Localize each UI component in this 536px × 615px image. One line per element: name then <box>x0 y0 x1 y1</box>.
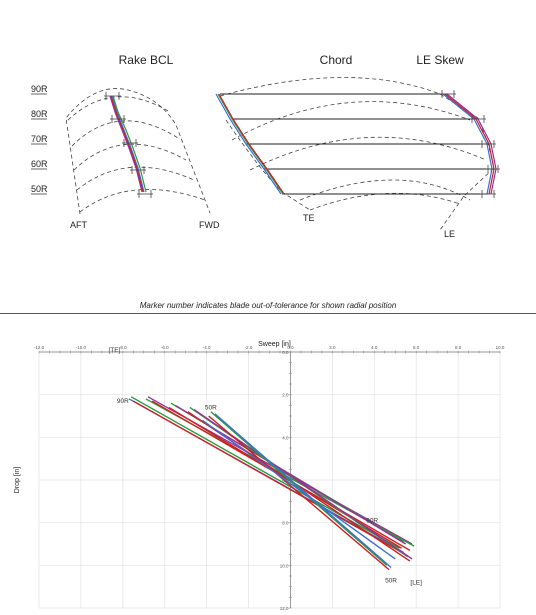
radial-label: 50R <box>31 184 48 194</box>
chart-annotation: 90R <box>366 518 378 525</box>
chart-annotations: [TE] 90R 50R 90R 50R [LE] <box>108 347 422 587</box>
series-line <box>208 415 390 571</box>
rake-curve-green <box>112 95 147 193</box>
y-axis-label: Drop [in] <box>14 467 21 494</box>
rake-curve-blue <box>111 95 145 193</box>
y-tick-label: 12.0 <box>280 606 289 611</box>
te-curve-blue <box>215 93 282 195</box>
fwd-label: FWD <box>199 220 220 230</box>
rake-bcl-curves <box>109 95 147 193</box>
section-divider <box>0 313 536 314</box>
x-tick-label: -10.0 <box>76 345 87 350</box>
radial-label: 60R <box>31 159 48 169</box>
chart-caption: Marker number indicates blade out-of-tol… <box>139 301 397 310</box>
series-line <box>130 396 400 549</box>
chord-inner-arc <box>231 101 471 141</box>
x-tick-label: -6.0 <box>161 345 169 350</box>
rake-outline <box>65 88 211 215</box>
series-line <box>202 419 396 560</box>
chart-axes <box>38 350 501 609</box>
x-tick-label: -2.0 <box>245 345 253 350</box>
chord-inner-arc <box>309 192 461 211</box>
radial-labels: 90R 80R 70R 60R 50R <box>31 84 48 194</box>
x-tick-label: 8.0 <box>455 345 462 350</box>
radial-label: 80R <box>31 109 48 119</box>
rake-arc-70r <box>73 143 187 171</box>
y-tick-label: 2.0 <box>282 393 289 398</box>
te-curve-red <box>218 93 285 195</box>
x-axis-label: Sweep [in] <box>258 341 291 348</box>
le-tolerance-marks <box>440 90 500 198</box>
x-tick-labels: -12.0 -10.0 -8.0 -6.0 -4.0 -2.0 0.0 2.0 4.0 6.0 8.… <box>34 345 505 350</box>
rake-tolerance-marks <box>104 92 153 198</box>
radial-label-underlines <box>31 93 47 195</box>
chord-title: Chord <box>320 53 353 67</box>
x-tick-label: 6.0 <box>413 345 420 350</box>
chord-inner-arc <box>299 179 471 201</box>
skew-title: LE Skew <box>416 53 464 67</box>
series-line <box>210 411 388 566</box>
y-tick-label: 4.0 <box>282 435 289 440</box>
chart-annotation: 50R <box>385 577 397 584</box>
series-line <box>214 413 392 568</box>
aft-label: AFT <box>70 220 88 230</box>
chart-annotation: [TE] <box>108 347 120 354</box>
rake-arc-50r <box>79 189 206 213</box>
te-label: TE <box>303 213 315 223</box>
x-tick-label: 2.0 <box>329 345 336 350</box>
te-curve-green <box>217 93 284 195</box>
x-tick-label: -8.0 <box>119 345 127 350</box>
chart-grid <box>38 351 501 609</box>
rake-title: Rake BCL <box>119 53 174 67</box>
rake-curve-purple <box>109 95 143 193</box>
rake-diagram <box>65 88 211 215</box>
radial-label: 90R <box>31 84 48 94</box>
x-tick-label: -4.0 <box>203 345 211 350</box>
sweep-drop-chart: -12.0 -10.0 -8.0 -6.0 -4.0 -2.0 0.0 2.0 4.0 6.0 8.… <box>14 341 505 611</box>
chart-annotation: [LE] <box>410 580 422 587</box>
chord-te-boundary <box>225 119 311 211</box>
y-tick-label: 10.0 <box>280 563 289 568</box>
series-line <box>132 400 407 556</box>
y-tick-label: 8.0 <box>282 521 289 526</box>
chord-inner-arc <box>249 136 487 171</box>
radial-label: 70R <box>31 134 48 144</box>
chart-annotation: 50R <box>205 405 217 412</box>
chord-lines <box>220 93 494 195</box>
rake-arc-60r <box>76 166 195 191</box>
x-tick-label: 10.0 <box>496 345 505 350</box>
le-label: LE <box>444 229 455 239</box>
x-tick-label: 0.0 <box>287 345 294 350</box>
rake-curve-red <box>110 95 144 193</box>
chart-series <box>128 396 415 571</box>
chart-annotation: 90R <box>117 398 129 405</box>
y-tick-label: 0.0 <box>282 350 289 355</box>
te-curves <box>215 93 285 195</box>
x-tick-label: 4.0 <box>371 345 378 350</box>
x-tick-label: -12.0 <box>34 345 45 350</box>
